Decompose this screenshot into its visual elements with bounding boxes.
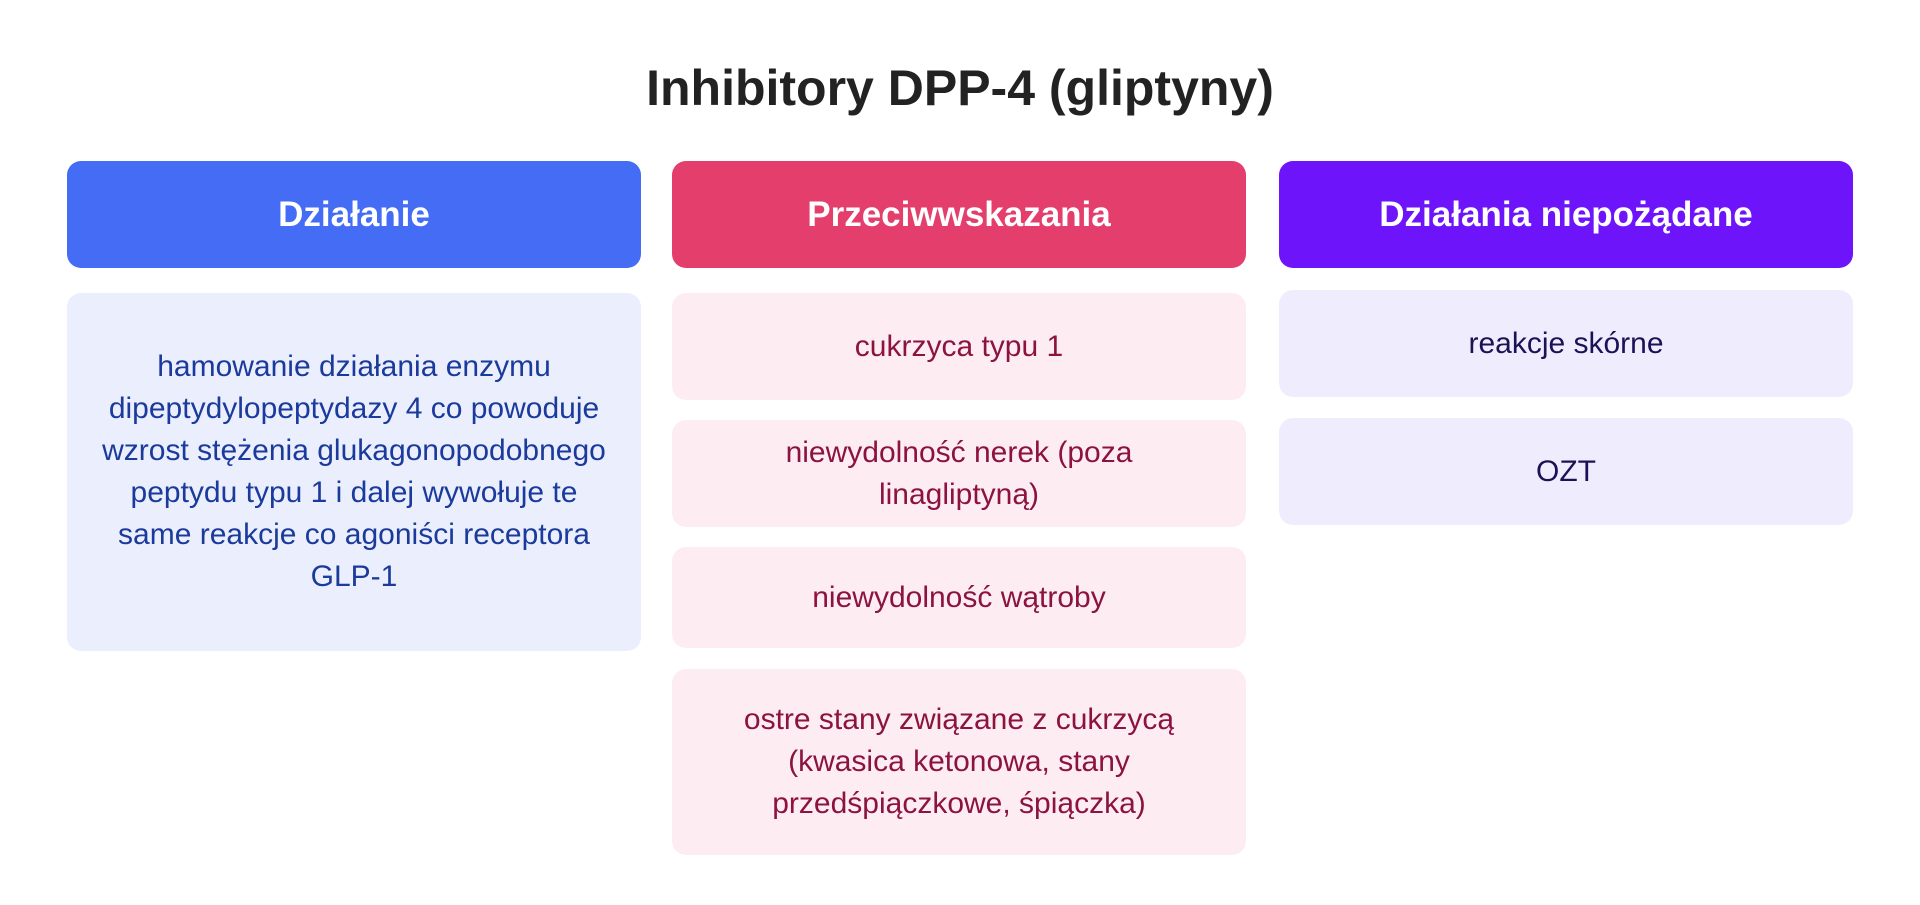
card-text: OZT [1536,454,1596,488]
column-header-przeciwwskazania: Przeciwwskazania [672,161,1246,268]
column-header-dzialania-niepozadane: Działania niepożądane [1279,161,1853,268]
card-text: cukrzyca typu 1 [854,329,1064,363]
column-przeciwwskazania: Przeciwwskazania cukrzyca typu 1 niewydo… [672,161,1246,855]
column-dzialania-niepozadane: Działania niepożądane reakcje skórne OZT [1279,161,1853,525]
card-text: niewydolność nerek (poza linagliptyną) [785,435,1133,511]
card-contraindication: niewydolność wątroby [672,547,1246,648]
card-adverse-effect: OZT [1279,418,1853,525]
card-adverse-effect: reakcje skórne [1279,290,1853,397]
card-text: reakcje skórne [1468,326,1664,360]
column-dzialanie: Działanie hamowanie działania enzymu dip… [67,161,641,651]
column-header-dzialanie: Działanie [67,161,641,268]
card-text: hamowanie działania enzymu dipeptydylope… [102,350,606,593]
card-mechanism: hamowanie działania enzymu dipeptydylope… [67,293,641,651]
card-text: ostre stany związane z cukrzycą (kwasica… [743,703,1175,820]
card-text: niewydolność wątroby [812,580,1106,614]
card-contraindication: niewydolność nerek (poza linagliptyną) [672,420,1246,527]
card-contraindication: ostre stany związane z cukrzycą (kwasica… [672,669,1246,855]
diagram-title: Inhibitory DPP-4 (gliptyny) [646,60,1274,116]
card-contraindication: cukrzyca typu 1 [672,293,1246,400]
